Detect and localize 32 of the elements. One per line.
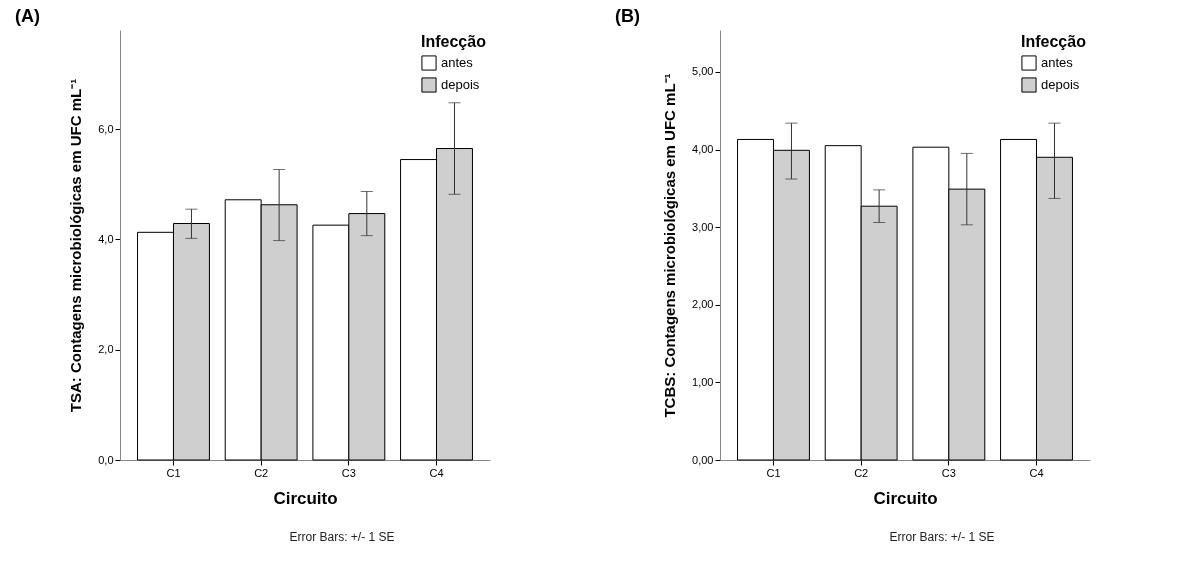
x-tick-label: C1 [766,466,781,479]
chart-title: (B) [615,6,640,26]
x-axis-title: Circuito [273,488,338,508]
y-tick-label: 4,00 [692,143,714,156]
x-tick-label: C4 [1029,466,1044,479]
y-tick-label: 5,00 [692,65,714,78]
legend-title: Infecção [421,33,487,50]
y-axis-title: TCBS: Contagens microbiológicas em UFC mL⁻¹ [661,73,679,418]
legend-label: antes [441,55,474,70]
x-tick-label: C2 [854,466,869,479]
y-tick-label: 0,00 [692,453,714,466]
x-tick-label: C2 [254,466,269,479]
x-tick-label: C1 [166,466,181,479]
text: Error Bars: +/- 1 SE [889,530,995,544]
legend-label: depois [1041,77,1080,92]
y-tick-label: 2,00 [692,298,714,311]
y-tick-label: 1,00 [692,375,714,388]
x-tick-label: C3 [341,466,356,479]
y-tick-label: 3,00 [692,220,714,233]
y-tick-label: 4,0 [98,232,114,245]
x-tick-label: C3 [941,466,956,479]
chart-title: (A) [15,6,40,26]
x-axis-title: Circuito [873,488,938,508]
x-tick-label: C4 [429,466,444,479]
legend-label: depois [441,77,480,92]
y-tick-label: 2,0 [98,343,114,356]
y-tick-label: 6,0 [98,122,114,135]
legend-label: antes [1041,55,1074,70]
y-tick-label: 0,0 [98,453,114,466]
text: Error Bars: +/- 1 SE [289,530,395,544]
y-axis-title: TSA: Contagens microbiológicas em UFC mL⁻¹ [67,78,85,413]
legend-title: Infecção [1021,33,1087,50]
